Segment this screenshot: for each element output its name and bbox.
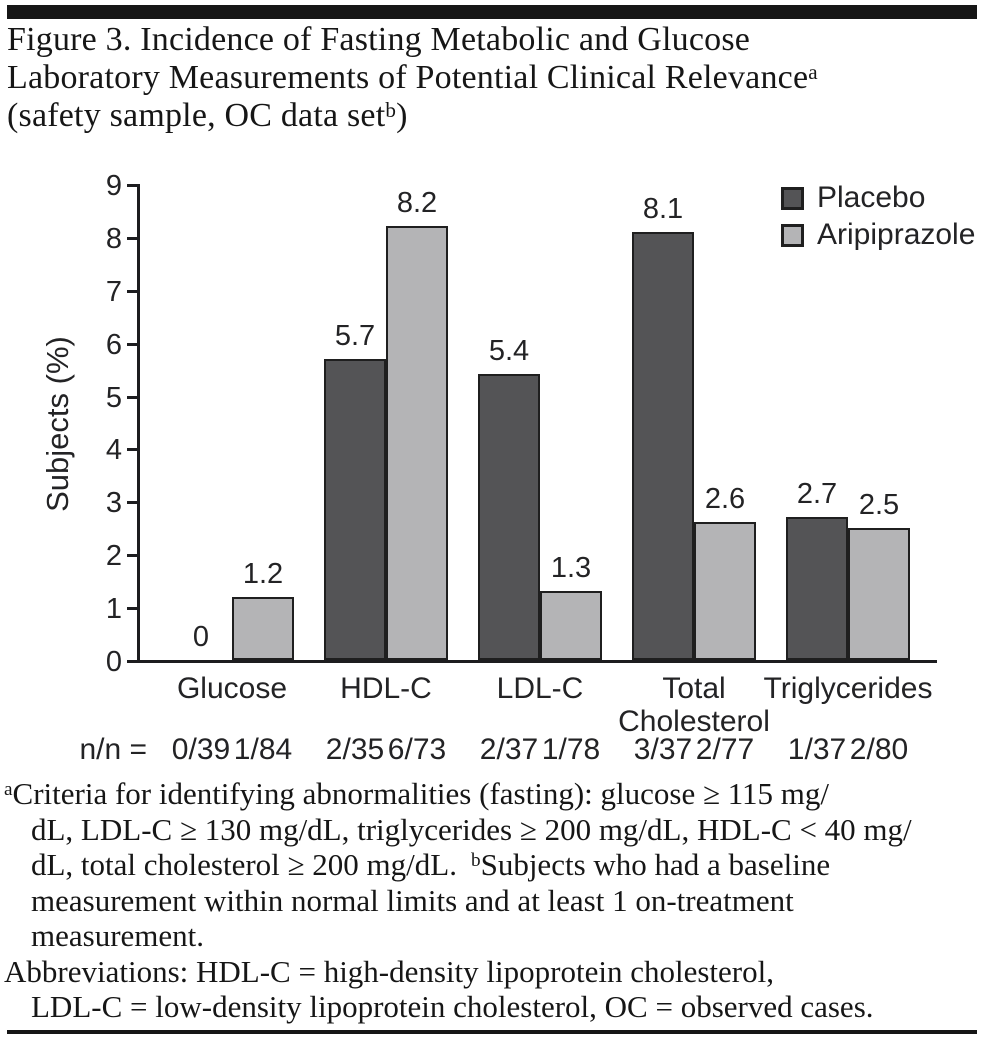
footnote-a-line3-text: dL, total cholesterol ≥ 200 mg/dL.	[31, 847, 457, 882]
y-tick-7	[127, 289, 138, 293]
aripiprazole-swatch	[781, 223, 804, 247]
x-label-glucose: Glucose	[176, 672, 288, 705]
bar-aripiprazole-ldl-c	[540, 591, 602, 660]
footnote-b-line3: measurement.	[31, 918, 205, 953]
n-row-prefix: n/n =	[79, 733, 147, 766]
y-tick-label-0: 0	[105, 646, 122, 678]
legend-item-aripiprazole: Aripiprazole	[781, 220, 975, 250]
bar-placebo-total-cholesterol	[632, 232, 694, 660]
y-tick-label-8: 8	[105, 222, 122, 255]
bar-value-aripiprazole-glucose: 1.2	[242, 558, 284, 590]
n-value-4-placebo: 1/37	[787, 733, 847, 766]
y-tick-8	[127, 236, 138, 240]
y-tick-label-4: 4	[105, 434, 122, 467]
y-tick-label-7: 7	[105, 275, 122, 308]
y-tick-label-2: 2	[105, 540, 122, 573]
bar-value-placebo-hdl-c: 5.7	[334, 320, 376, 352]
y-tick-1	[127, 607, 138, 611]
figure-title: Figure 3. Incidence of Fasting Metabolic…	[7, 21, 979, 135]
figure-footnotes: aCriteria for identifying abnormalities …	[4, 776, 982, 1025]
top-rule	[7, 5, 977, 19]
y-tick-2	[127, 554, 138, 558]
x-label-hdl-c: HDL-C	[340, 672, 432, 705]
n-value-1-placebo: 2/35	[325, 733, 385, 766]
y-tick-0	[127, 660, 138, 663]
footnote-b-line2: measurement within normal limits and at …	[31, 882, 794, 918]
n-value-4-aripiprazole: 2/80	[849, 733, 909, 766]
footnote-a-line1: aCriteria for identifying abnormalities …	[4, 776, 982, 812]
bar-aripiprazole-hdl-c	[386, 226, 448, 660]
figure-title-line2-text: Laboratory Measurements of Potential Cli…	[7, 59, 809, 96]
n-value-2-placebo: 2/37	[479, 733, 539, 766]
figure-title-line3-close: )	[396, 97, 408, 134]
n-value-2-aripiprazole: 1/78	[541, 733, 601, 766]
y-tick-label-5: 5	[105, 381, 122, 414]
y-tick-label-9: 9	[105, 170, 122, 202]
bar-value-placebo-ldl-c: 5.4	[488, 335, 530, 367]
legend-label-aripiprazole: Aripiprazole	[817, 218, 976, 251]
y-axis-title: Subjects (%)	[40, 336, 75, 512]
legend-item-placebo: Placebo	[781, 183, 975, 213]
bar-aripiprazole-total-cholesterol	[694, 522, 756, 660]
n-value-3-aripiprazole: 2/77	[695, 733, 755, 766]
figure-title-line1: Figure 3. Incidence of Fasting Metabolic…	[7, 21, 751, 58]
footnote-a-sup: a	[4, 779, 13, 801]
y-tick-label-1: 1	[105, 593, 122, 626]
bar-value-placebo-total-cholesterol: 8.1	[642, 193, 684, 225]
footnote-b-marker: b	[385, 97, 397, 122]
bar-value-aripiprazole-hdl-c: 8.2	[396, 187, 438, 219]
bar-value-placebo-glucose: 0	[192, 621, 210, 653]
figure-title-line2: Laboratory Measurements of Potential Cli…	[7, 59, 979, 97]
bar-value-aripiprazole-ldl-c: 1.3	[550, 552, 592, 584]
n-value-0-placebo: 0/39	[171, 733, 231, 766]
y-tick-label-6: 6	[105, 328, 122, 361]
y-tick-9	[127, 184, 138, 187]
bar-aripiprazole-glucose	[232, 597, 294, 660]
figure-title-line3: (safety sample, OC data setb)	[7, 97, 979, 135]
bar-value-aripiprazole-total-cholesterol: 2.6	[704, 483, 746, 515]
bottom-rule	[7, 1030, 977, 1034]
y-tick-4	[127, 448, 138, 452]
legend-label-placebo: Placebo	[817, 181, 926, 214]
x-label-ldl-c: LDL-C	[496, 672, 584, 705]
footnote-b-line1-text: Subjects who had a baseline	[480, 847, 831, 882]
y-tick-label-3: 3	[105, 487, 122, 520]
n-value-1-aripiprazole: 6/73	[387, 733, 447, 766]
x-label-total-cholesterol: Total Cholesterol	[618, 672, 770, 738]
y-tick-3	[127, 501, 138, 505]
bar-value-placebo-triglycerides: 2.7	[796, 478, 838, 510]
placebo-swatch	[781, 186, 804, 210]
legend: Placebo Aripiprazole	[781, 183, 975, 257]
plot-area	[137, 184, 937, 663]
n-value-3-placebo: 3/37	[633, 733, 693, 766]
bar-placebo-ldl-c	[478, 374, 540, 660]
bar-placebo-triglycerides	[786, 517, 848, 660]
footnote-a-marker: a	[808, 59, 818, 84]
x-label-triglycerides: Triglycerides	[763, 672, 933, 705]
y-tick-6	[127, 342, 138, 346]
n-value-0-aripiprazole: 1/84	[233, 733, 293, 766]
bar-placebo-hdl-c	[324, 359, 386, 660]
figure-title-line3-text: (safety sample, OC data set	[7, 97, 386, 134]
footnote-a-line2: dL, LDL-C ≥ 130 mg/dL, triglycerides ≥ 2…	[31, 811, 912, 847]
footnote-b-sup: b	[470, 850, 481, 872]
bar-aripiprazole-triglycerides	[848, 528, 910, 660]
y-tick-5	[127, 395, 138, 399]
abbreviations-line1: Abbreviations: HDL-C = high-density lipo…	[4, 953, 774, 989]
abbreviations-line2: LDL-C = low-density lipoprotein choleste…	[31, 989, 874, 1024]
footnote-a-line3: dL, total cholesterol ≥ 200 mg/dL. bSubje…	[4, 847, 982, 883]
footnote-a-line1-text: Criteria for identifying abnormalities (…	[12, 776, 830, 811]
bar-value-aripiprazole-triglycerides: 2.5	[858, 489, 900, 521]
